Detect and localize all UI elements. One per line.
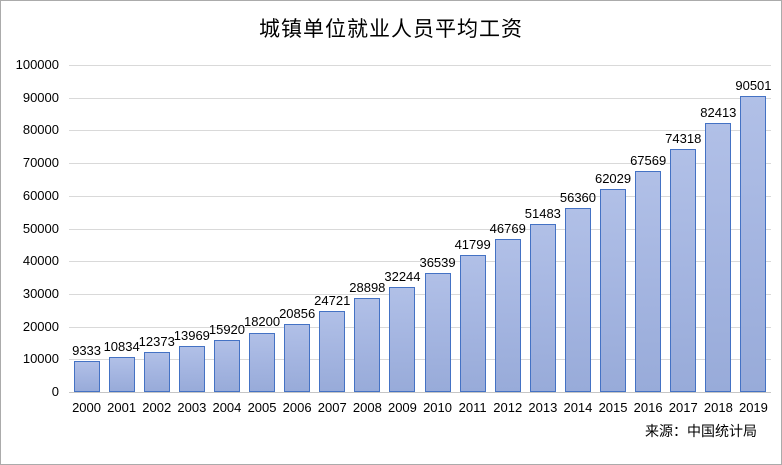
y-axis-label: 20000 (22, 318, 59, 334)
bar (73, 361, 100, 392)
bar (705, 122, 732, 392)
source-note: 来源：中国统计局 (645, 423, 757, 439)
x-axis-label: 2011 (458, 400, 487, 415)
y-axis-label: 0 (51, 384, 59, 399)
x-axis-label: 2015 (598, 400, 628, 415)
bar-value-label: 20856 (279, 305, 316, 321)
y-axis-label: 90000 (22, 89, 59, 105)
bar-value-label: 32244 (384, 268, 421, 284)
bar (143, 351, 170, 392)
x-axis-label: 2014 (563, 400, 593, 415)
bar (494, 239, 521, 392)
y-axis-label: 60000 (22, 187, 59, 203)
y-axis-label: 40000 (22, 253, 59, 269)
bar (354, 297, 381, 392)
bar-value-label: 74318 (665, 130, 702, 146)
bar-value-label: 24721 (314, 293, 351, 309)
bar-value-label: 67569 (630, 153, 667, 169)
gridline (69, 261, 771, 263)
plot-area: 9333 10834 12373 13969 15920 18200 20856 24721 2… (69, 65, 772, 393)
bar (600, 189, 627, 392)
bar-value-label: 18200 (243, 314, 281, 330)
bar (529, 223, 556, 392)
bar (249, 332, 276, 392)
x-axis-label: 2010 (423, 400, 452, 415)
x-axis-label: 2005 (247, 400, 277, 415)
bar-value-label: 82413 (700, 104, 737, 120)
gridline (69, 228, 771, 230)
y-axis-label: 10000 (22, 351, 59, 367)
x-axis-label: 2000 (72, 400, 101, 415)
x-axis-label: 2002 (142, 400, 172, 415)
gridline (69, 163, 771, 165)
gridline (69, 65, 771, 66)
x-axis-line (69, 392, 771, 393)
gridline (69, 326, 771, 328)
x-axis-label: 2018 (703, 400, 733, 415)
bar (213, 339, 240, 392)
bar-value-label: 15920 (208, 321, 246, 337)
bar (424, 272, 451, 392)
x-axis-label: 2008 (352, 400, 382, 415)
bar-value-label: 10834 (103, 338, 140, 354)
x-axis-label: 2006 (282, 400, 312, 415)
bar-value-label: 9333 (72, 343, 102, 359)
bar (284, 323, 311, 392)
bar-value-label: 62029 (594, 171, 632, 187)
bar (564, 207, 591, 392)
x-axis-label: 2001 (107, 400, 137, 415)
bar-value-label: 12373 (138, 333, 175, 349)
y-axis-label: 80000 (22, 122, 59, 138)
bar (635, 171, 662, 392)
bar (178, 346, 205, 392)
gridline (69, 195, 771, 197)
bar-value-label: 90501 (735, 78, 772, 94)
x-axis-label: 2012 (493, 400, 523, 415)
bar (740, 96, 767, 392)
x-axis-label: 2007 (317, 400, 347, 415)
bar (670, 148, 697, 392)
bar-value-label: 56360 (559, 189, 597, 205)
gridline (69, 293, 771, 295)
bar (319, 311, 346, 392)
x-axis-label: 2003 (177, 400, 207, 415)
x-axis-label: 2017 (668, 400, 698, 415)
y-axis-label: 70000 (22, 155, 59, 171)
bar (389, 286, 416, 392)
x-axis-label: 2019 (738, 400, 768, 415)
bar-value-label: 51483 (524, 205, 561, 221)
bar (459, 255, 486, 392)
x-axis-label: 2004 (212, 400, 242, 415)
bar (108, 356, 135, 392)
bar-value-label: 46769 (489, 221, 526, 237)
y-axis-label: 30000 (22, 285, 59, 301)
gridline (69, 97, 771, 99)
x-axis-label: 2009 (387, 400, 417, 415)
y-axis-label: 100000 (15, 57, 59, 72)
bar-value-label: 13969 (173, 328, 210, 344)
x-axis-label: 2016 (633, 400, 663, 415)
gridline (69, 130, 771, 132)
y-axis-label: 50000 (22, 220, 59, 236)
gridline (69, 359, 771, 361)
chart-title: 城镇单位就业人员平均工资 (259, 18, 523, 41)
x-axis-label: 2013 (528, 400, 558, 415)
bar-value-label: 28898 (349, 279, 386, 295)
bar-value-label: 36539 (419, 254, 456, 270)
bar-value-label: 41799 (454, 237, 491, 253)
